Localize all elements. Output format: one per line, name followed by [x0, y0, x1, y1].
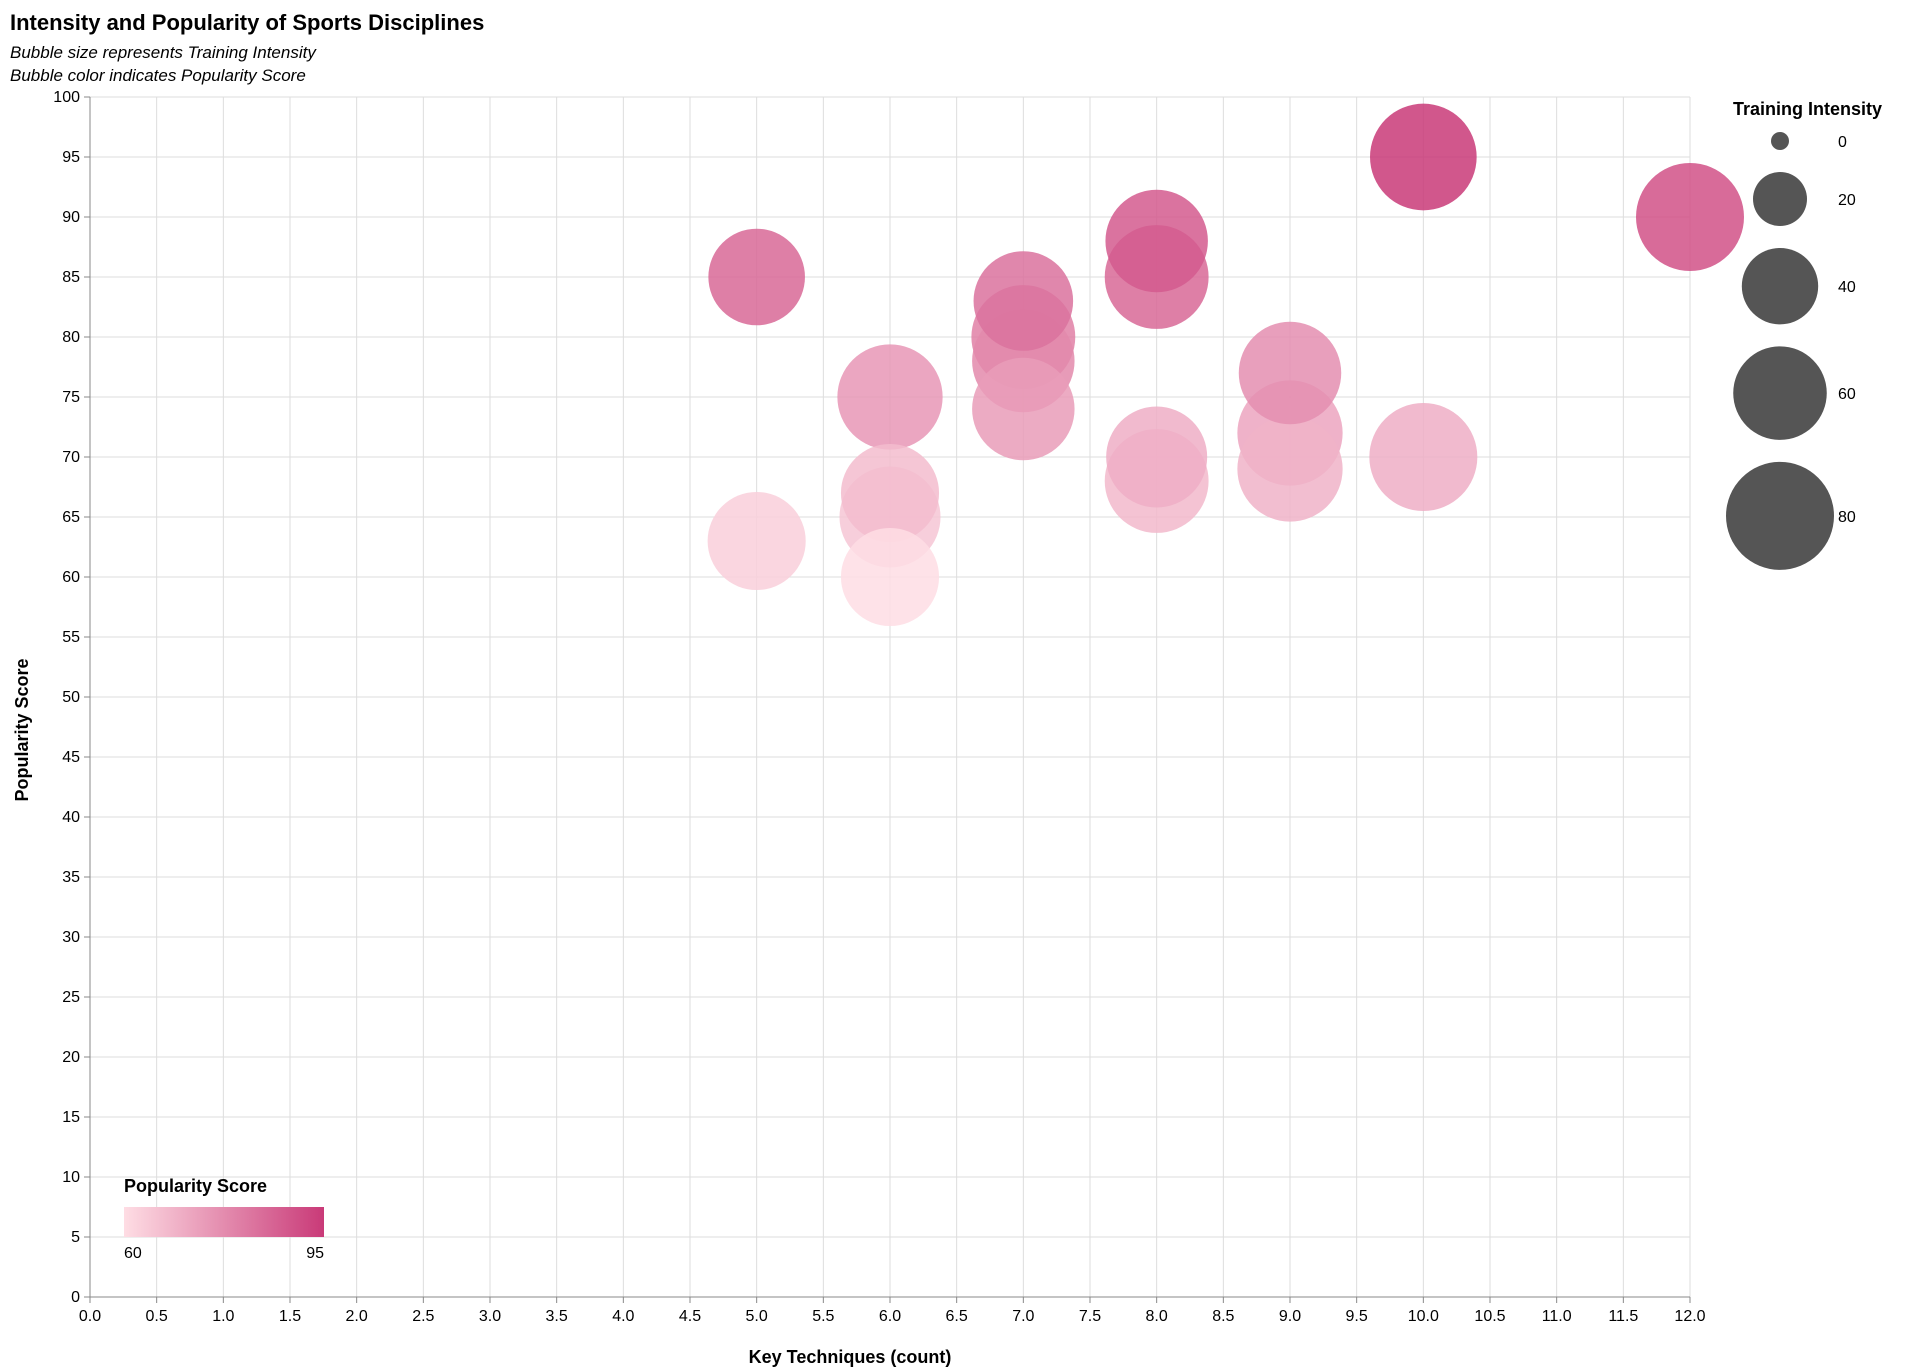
chart-title: Intensity and Popularity of Sports Disci…	[10, 10, 484, 35]
x-axis-title: Key Techniques (count)	[749, 1347, 952, 1367]
bubble[interactable]	[837, 344, 943, 450]
size-legend-label: 20	[1838, 192, 1856, 209]
x-tick-label: 3.5	[546, 1308, 568, 1325]
size-legend: Training Intensity 0 20 40 60 80	[1726, 99, 1882, 570]
y-tick-label: 30	[62, 929, 80, 946]
y-tick-label: 90	[62, 209, 80, 226]
size-legend-symbol	[1753, 172, 1807, 226]
bubbles-layer	[707, 103, 1744, 627]
color-legend-gradient	[124, 1207, 324, 1237]
chart-subtitle-line-1: Bubble size represents Training Intensit…	[10, 43, 317, 62]
bubble[interactable]	[973, 251, 1074, 351]
color-legend-title: Popularity Score	[124, 1176, 267, 1196]
x-tick-label: 4.5	[679, 1308, 701, 1325]
x-tick-label: 9.0	[1279, 1308, 1301, 1325]
x-tick-label: 1.0	[212, 1308, 234, 1325]
y-tick-label: 5	[71, 1229, 80, 1246]
size-legend-symbol	[1726, 461, 1834, 570]
bubble[interactable]	[708, 228, 805, 326]
y-tick-label: 70	[62, 449, 80, 466]
x-tick-label: 2.5	[412, 1308, 434, 1325]
size-legend-symbol	[1741, 248, 1819, 325]
size-legend-symbol	[1771, 132, 1789, 150]
bubble[interactable]	[1106, 406, 1208, 508]
bubble[interactable]	[707, 491, 806, 591]
y-tick-label: 60	[62, 569, 80, 586]
size-legend-symbol	[1733, 346, 1827, 440]
x-tick-label: 3.0	[479, 1308, 501, 1325]
y-tick-label: 40	[62, 809, 80, 826]
x-tick-label: 4.0	[612, 1308, 634, 1325]
grid	[89, 96, 1691, 1298]
x-tick-label: 1.5	[279, 1308, 301, 1325]
bubble[interactable]	[1237, 416, 1343, 522]
y-tick-label: 20	[62, 1049, 80, 1066]
bubble[interactable]	[972, 357, 1075, 461]
x-tick-label: 11.5	[1608, 1308, 1638, 1325]
y-tick-label: 95	[62, 149, 80, 166]
x-tick-label: 10.0	[1408, 1308, 1439, 1325]
bubble[interactable]	[840, 527, 940, 627]
color-legend-max-label: 95	[306, 1245, 324, 1262]
bubble[interactable]	[1238, 321, 1342, 425]
bubble[interactable]	[1105, 189, 1208, 293]
y-tick-label: 80	[62, 329, 80, 346]
size-legend-label: 80	[1838, 509, 1856, 526]
size-legend-label: 60	[1838, 386, 1856, 403]
size-legend-label: 0	[1838, 134, 1847, 151]
x-tick-label: 6.5	[946, 1308, 968, 1325]
x-tick-label: 5.5	[812, 1308, 834, 1325]
bubble[interactable]	[1370, 103, 1477, 211]
x-tick-label: 11.0	[1542, 1308, 1572, 1325]
y-tick-label: 85	[62, 269, 80, 286]
y-tick-label: 55	[62, 629, 80, 646]
x-tick-label: 6.0	[879, 1308, 901, 1325]
bubble[interactable]	[1369, 403, 1478, 511]
x-tick-label: 7.5	[1079, 1308, 1101, 1325]
y-tick-label: 10	[62, 1169, 80, 1186]
x-tick-label: 7.0	[1012, 1308, 1034, 1325]
y-tick-label: 65	[62, 509, 80, 526]
y-tick-label: 100	[53, 89, 80, 106]
axes: 0.0 0.5 1.0 1.5 2.0 2.5 3.0 3.5 4.0 4.5 5.0 5.5 6.0 6…	[53, 89, 1705, 1325]
x-tick-label: 0.0	[79, 1308, 101, 1325]
y-tick-label: 25	[62, 989, 80, 1006]
y-tick-label: 35	[62, 869, 80, 886]
x-tick-label: 0.5	[146, 1308, 168, 1325]
y-tick-label: 75	[62, 389, 80, 406]
color-legend: Popularity Score 60 95	[124, 1176, 324, 1262]
chart-subtitle-line-2: Bubble color indicates Popularity Score	[10, 66, 306, 85]
x-tick-label: 2.0	[346, 1308, 368, 1325]
y-axis-title: Popularity Score	[12, 658, 32, 801]
y-tick-label: 45	[62, 749, 80, 766]
color-legend-min-label: 60	[124, 1245, 142, 1262]
y-tick-label: 15	[62, 1109, 80, 1126]
x-tick-label: 9.5	[1346, 1308, 1368, 1325]
x-tick-label: 12.0	[1674, 1308, 1705, 1325]
x-tick-label: 8.5	[1212, 1308, 1234, 1325]
x-tick-label: 8.0	[1146, 1308, 1168, 1325]
x-tick-label: 5.0	[746, 1308, 768, 1325]
y-tick-label: 50	[62, 689, 80, 706]
size-legend-label: 40	[1838, 279, 1856, 296]
y-tick-label: 0	[71, 1289, 80, 1306]
size-legend-title: Training Intensity	[1733, 99, 1882, 119]
bubble[interactable]	[1636, 163, 1744, 271]
x-tick-label: 10.5	[1474, 1308, 1505, 1325]
bubble[interactable]	[840, 443, 940, 543]
